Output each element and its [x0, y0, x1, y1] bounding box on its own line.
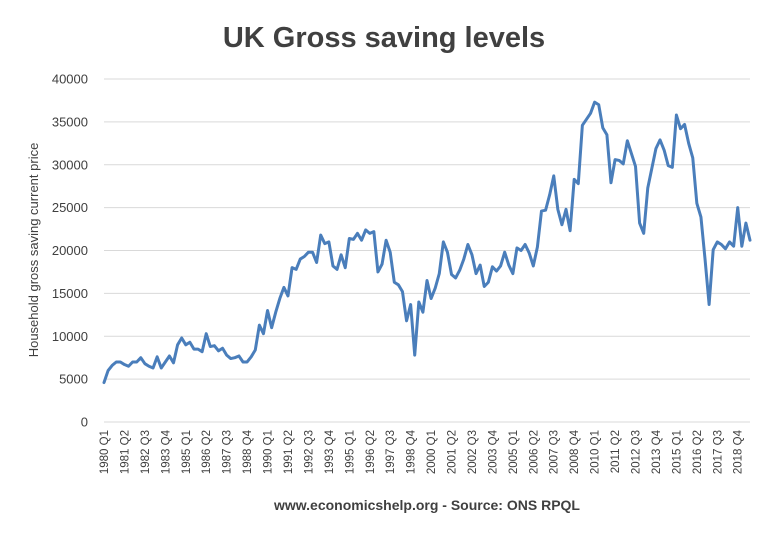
x-tick-label: 1997 Q3	[385, 430, 397, 474]
x-tick-label: 1981 Q2	[119, 430, 131, 474]
x-tick-label: 1993 Q4	[324, 429, 336, 474]
y-tick-label: 30000	[52, 157, 88, 172]
y-tick-label: 35000	[52, 114, 88, 129]
x-tick-label: 2012 Q3	[631, 430, 643, 474]
x-tick-label: 2015 Q1	[671, 430, 683, 474]
x-tick-label: 2006 Q2	[528, 430, 540, 474]
x-tick-label: 1980 Q1	[99, 430, 111, 474]
source-note: www.economicshelp.org - Source: ONS RPQL	[273, 497, 580, 513]
x-tick-label: 1992 Q3	[303, 430, 315, 474]
x-tick-label: 1985 Q1	[181, 430, 193, 474]
x-tick-label: 2008 Q4	[569, 429, 581, 474]
x-tick-label: 2003 Q4	[487, 429, 499, 474]
x-tick-label: 1996 Q2	[365, 430, 377, 474]
x-tick-label: 2011 Q2	[610, 430, 622, 473]
y-tick-label: 10000	[52, 329, 88, 344]
x-tick-label: 1983 Q4	[160, 429, 172, 474]
x-tick-label: 2007 Q3	[549, 430, 561, 474]
x-tick-label: 1987 Q3	[222, 430, 234, 474]
x-tick-label: 1988 Q4	[242, 429, 254, 474]
series-line	[102, 100, 752, 385]
x-tick-label: 2002 Q3	[467, 430, 479, 474]
x-tick-label: 1991 Q2	[283, 430, 295, 474]
y-axis-ticks: 0 5000 10000 15000 20000 25000 30000 35000 40000	[52, 72, 88, 430]
x-tick-label: 1982 Q3	[140, 430, 152, 474]
x-tick-label: 1995 Q1	[344, 430, 356, 474]
x-tick-label: 2001 Q2	[447, 430, 459, 474]
x-tick-label: 2017 Q3	[712, 430, 724, 474]
x-tick-label: 1998 Q4	[406, 429, 418, 474]
y-tick-label: 15000	[52, 286, 88, 301]
y-tick-label: 5000	[59, 372, 88, 387]
x-tick-label: 2013 Q4	[651, 429, 663, 474]
x-tick-label: 1986 Q2	[201, 430, 213, 474]
chart-title: UK Gross saving levels	[223, 22, 545, 54]
y-tick-label: 20000	[52, 243, 88, 258]
x-tick-label: 2016 Q2	[692, 430, 704, 474]
y-axis-label: Household gross saving current price	[26, 143, 41, 358]
x-tick-label: 2005 Q1	[508, 430, 520, 474]
x-tick-label: 2018 Q4	[733, 429, 745, 474]
gridlines	[104, 78, 750, 423]
x-axis-ticks: 1980 Q1 1981 Q2 1982 Q3 1983 Q4 1985 Q1 1986 …	[99, 429, 745, 474]
x-tick-label: 2010 Q1	[590, 430, 602, 474]
y-tick-label: 25000	[52, 200, 88, 215]
y-tick-label: 40000	[52, 72, 88, 87]
y-tick-label: 0	[81, 415, 88, 430]
x-tick-label: 2000 Q1	[426, 430, 438, 474]
x-tick-label: 1990 Q1	[263, 430, 275, 474]
